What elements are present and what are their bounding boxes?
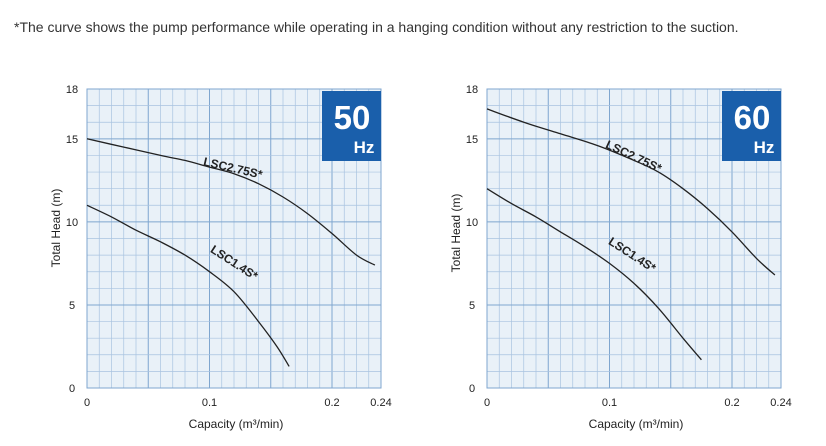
x-tick-label: 0 — [84, 397, 90, 409]
x-tick-label: 0.1 — [202, 397, 217, 409]
y-tick-label: 0 — [469, 383, 475, 395]
x-tick-label: 0.2 — [724, 397, 739, 409]
y-tick-label: 15 — [66, 134, 78, 146]
frequency-badge: 50 Hz — [322, 91, 381, 161]
badge-unit: Hz — [754, 138, 775, 157]
y-tick-label: 15 — [466, 134, 478, 146]
x-tick-label: 0.24 — [770, 397, 791, 409]
badge-number: 50 — [334, 99, 371, 136]
y-axis-title: Total Head (m) — [49, 189, 63, 268]
chart-60hz: 0 0.1 0.2 0.24 0 5 10 15 18 Capacity (m³/min) Tota… — [449, 84, 792, 431]
series-line — [86, 204, 290, 367]
series-line — [86, 138, 376, 266]
performance-note: *The curve shows the pump performance wh… — [14, 19, 739, 35]
badge-number: 60 — [734, 99, 771, 136]
badge-box — [322, 91, 381, 161]
series-line — [486, 108, 776, 276]
y-tick-label: 18 — [466, 84, 478, 96]
x-tick-label: 0.1 — [602, 397, 617, 409]
badge-box — [722, 91, 781, 161]
y-axis-title: Total Head (m) — [449, 194, 463, 273]
badge-unit: Hz — [354, 138, 375, 157]
x-tick-label: 0.2 — [324, 397, 339, 409]
x-axis-title: Capacity (m³/min) — [589, 417, 684, 431]
plot-frame — [86, 88, 382, 389]
x-axis-title: Capacity (m³/min) — [189, 417, 284, 431]
y-tick-label: 5 — [69, 300, 75, 312]
y-tick-label: 5 — [469, 300, 475, 312]
chart-50hz: 0 0.1 0.2 0.24 0 5 10 15 18 Capacity (m³/min) Tota… — [49, 84, 392, 431]
x-tick-label: 0 — [484, 397, 490, 409]
y-tick-label: 10 — [66, 217, 78, 229]
x-tick-label: 0.24 — [370, 397, 391, 409]
frequency-badge: 60 Hz — [722, 91, 781, 161]
y-tick-label: 10 — [466, 217, 478, 229]
y-tick-label: 18 — [66, 84, 78, 96]
plot-frame — [486, 88, 782, 389]
series-line — [486, 188, 702, 361]
y-tick-label: 0 — [69, 383, 75, 395]
